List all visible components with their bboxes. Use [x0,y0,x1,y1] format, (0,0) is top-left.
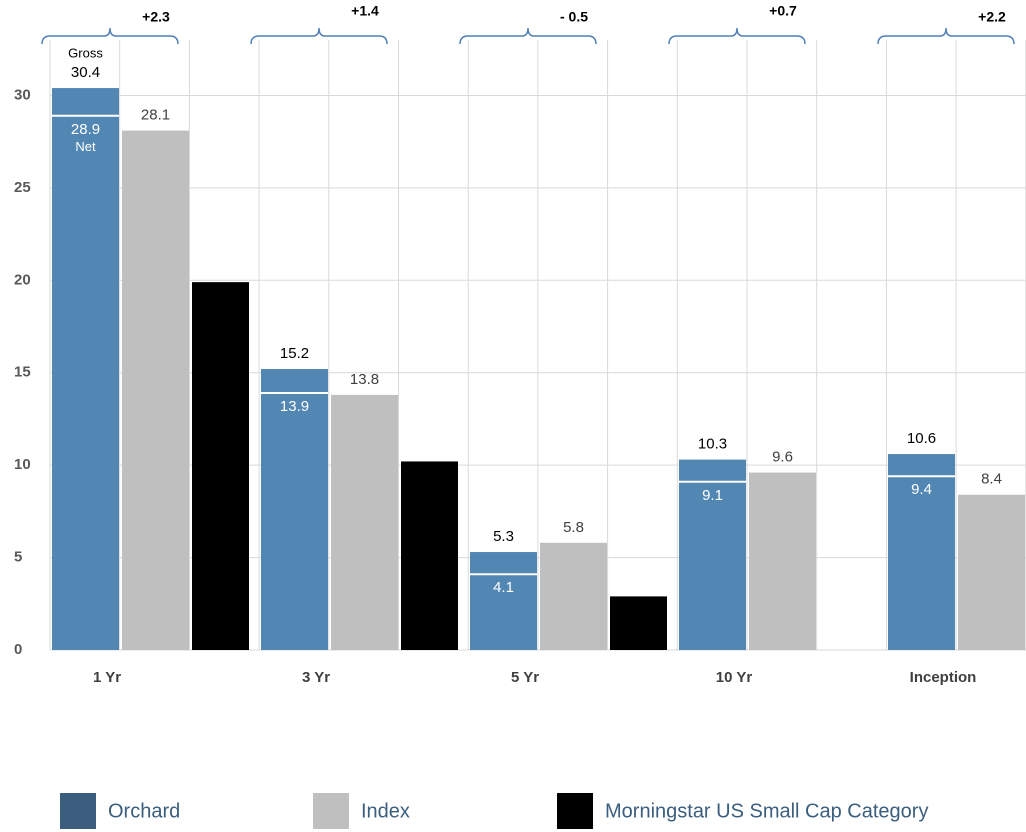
value-label: 5.8 [563,519,584,536]
bar [122,130,189,651]
bar [749,472,816,650]
y-tick-label: 0 [14,641,22,658]
annotation: +0.7 [769,3,797,19]
bracket [250,27,388,45]
value-label: 5.3 [493,528,514,545]
net-label: Net [75,139,96,154]
x-tick-label: 10 Yr [716,669,753,686]
legend-label: Orchard [108,800,180,822]
legend-label: Index [361,800,410,822]
legend-swatch [557,793,593,829]
value-label: 8.4 [981,471,1002,488]
y-tick-label: 30 [14,86,31,103]
x-tick-label: 5 Yr [511,669,539,686]
value-label: 30.4 [71,64,100,81]
net-value-label: 4.1 [493,579,514,596]
value-label: 28.1 [141,107,170,124]
net-value-label: 9.4 [911,481,932,498]
annotation: +2.2 [978,9,1006,25]
value-label: 13.8 [350,371,379,388]
bracket [668,27,806,45]
annotation: +1.4 [351,3,379,19]
x-tick-label: Inception [910,669,977,686]
bar [401,461,458,650]
net-value-label: 28.9 [71,121,100,138]
value-label: 15.2 [280,345,309,362]
bar [958,494,1025,650]
value-label: 10.3 [698,436,727,453]
value-label: 9.6 [772,449,793,466]
y-tick-label: 20 [14,271,31,288]
legend-swatch [60,793,96,829]
legend-label: Morningstar US Small Cap Category [605,800,928,822]
x-tick-label: 1 Yr [93,669,121,686]
gross-label: Gross [68,45,103,60]
net-value-label: 13.9 [280,398,309,415]
y-tick-label: 5 [14,549,22,566]
bracket [41,27,179,45]
bar [888,454,955,650]
annotation: - 0.5 [560,9,588,25]
x-tick-label: 3 Yr [302,669,330,686]
bar [331,394,398,650]
bar [470,552,537,650]
bracket [459,27,597,45]
bar [192,282,249,650]
value-label: 10.6 [907,430,936,447]
bar [610,596,667,650]
y-tick-label: 25 [14,179,31,196]
bar [679,459,746,650]
bracket [877,27,1015,45]
y-tick-label: 10 [14,456,31,473]
legend-swatch [313,793,349,829]
annotation: +2.3 [142,9,170,25]
bar [261,369,328,650]
bar [540,542,607,650]
y-tick-label: 15 [14,364,31,381]
net-value-label: 9.1 [702,487,723,504]
bar [52,88,119,650]
